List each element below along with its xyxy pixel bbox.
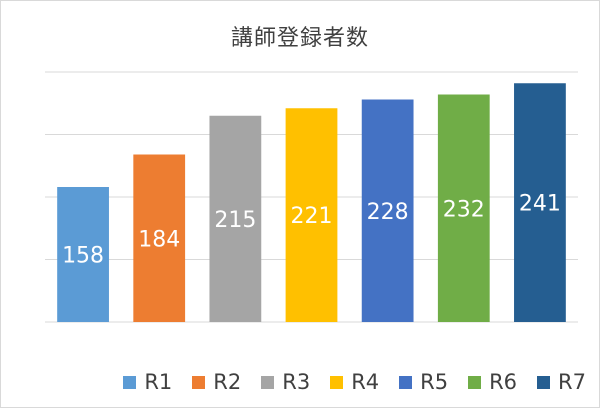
data-label-r7: 241 [519, 192, 561, 217]
legend-swatch [123, 375, 137, 389]
legend-item-r1: R1 [123, 370, 172, 394]
data-label-r4: 221 [291, 204, 333, 229]
legend-label: R6 [489, 370, 518, 394]
data-labels: 158 184 215 221 228 232 241 [62, 192, 561, 269]
data-label-r6: 232 [443, 197, 485, 222]
legend-swatch [468, 375, 482, 389]
legend-label: R1 [144, 370, 173, 394]
legend: R1 R2 R3 R4 R5 R6 R7 [0, 370, 600, 394]
bar-r7 [514, 83, 566, 322]
bar-r6 [437, 94, 490, 322]
legend-swatch [330, 375, 344, 389]
bar-r3 [209, 115, 262, 322]
bar-r5 [361, 99, 414, 322]
data-label-r3: 215 [214, 208, 256, 233]
legend-swatch [537, 375, 551, 389]
legend-item-r6: R6 [468, 370, 517, 394]
legend-label: R2 [213, 370, 242, 394]
legend-label: R5 [420, 370, 449, 394]
legend-item-r3: R3 [261, 370, 310, 394]
data-label-r1: 158 [62, 244, 104, 269]
legend-item-r4: R4 [330, 370, 379, 394]
bars [57, 83, 566, 322]
bar-r1 [57, 187, 109, 322]
legend-item-r5: R5 [399, 370, 448, 394]
legend-swatch [399, 375, 413, 389]
legend-label: R4 [351, 370, 380, 394]
chart-title: 講師登録者数 [230, 26, 369, 51]
bar-r4 [285, 108, 338, 322]
legend-label: R3 [282, 370, 311, 394]
legend-swatch [192, 375, 206, 389]
legend-item-r2: R2 [192, 370, 241, 394]
bar-r2 [133, 154, 186, 322]
data-label-r5: 228 [367, 200, 409, 225]
data-label-r2: 184 [138, 227, 180, 252]
legend-swatch [261, 375, 275, 389]
legend-label: R7 [558, 370, 586, 394]
legend-item-r7: R7 [537, 370, 586, 394]
